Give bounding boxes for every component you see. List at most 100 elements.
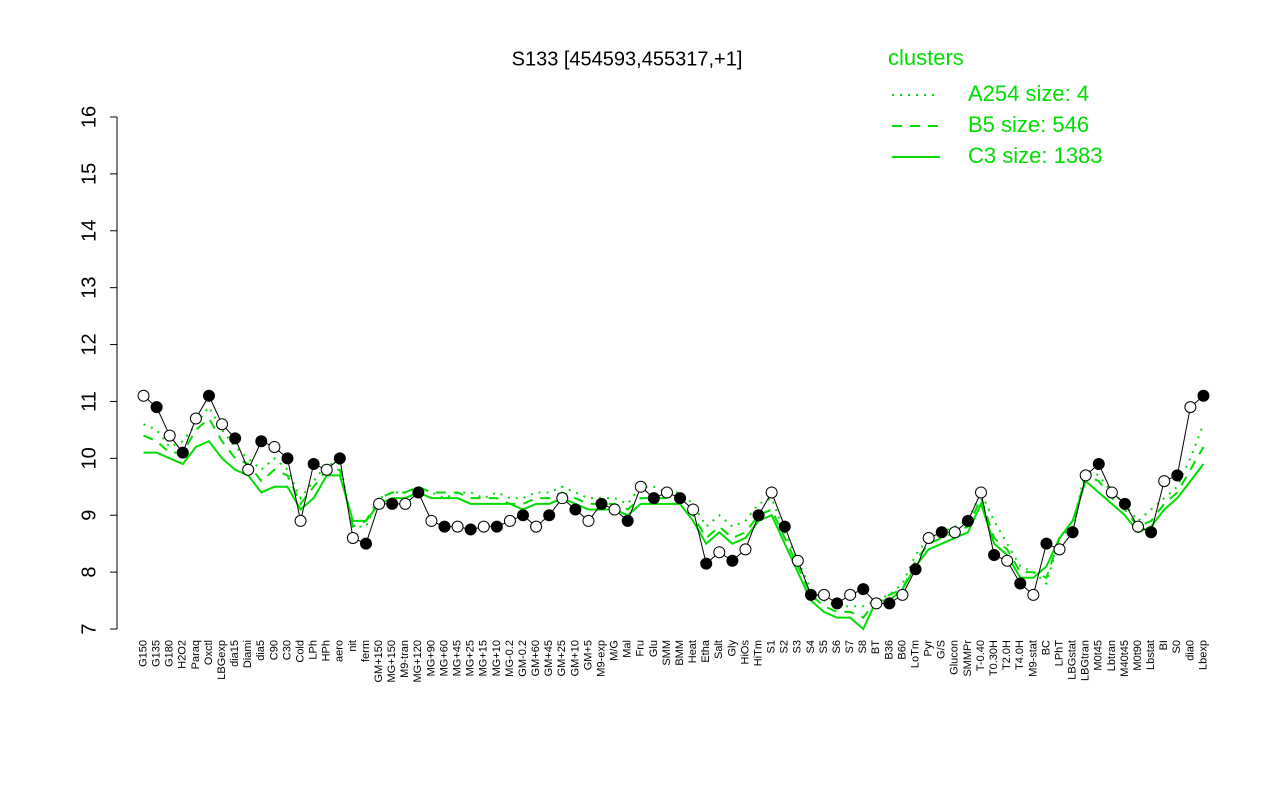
data-point bbox=[857, 583, 870, 596]
x-tick-label: MG+90 bbox=[425, 640, 437, 676]
x-tick-label: S6 bbox=[831, 640, 843, 653]
data-point bbox=[909, 563, 922, 576]
data-point bbox=[137, 389, 150, 402]
data-point bbox=[268, 440, 281, 453]
x-tick-label: MG+10 bbox=[491, 640, 503, 676]
y-tick-label: 10 bbox=[78, 447, 100, 469]
y-tick-label: 14 bbox=[78, 220, 100, 242]
data-point bbox=[595, 497, 608, 510]
x-tick-label: M0t90 bbox=[1132, 640, 1144, 671]
data-point bbox=[373, 497, 386, 510]
x-tick-label: ferm bbox=[360, 640, 372, 662]
x-tick-label: LBGtran bbox=[1080, 640, 1092, 681]
data-point bbox=[844, 588, 857, 601]
x-tick-label: T2.0H bbox=[1001, 640, 1013, 670]
x-tick-label: SMM bbox=[661, 640, 673, 666]
x-tick-label: GM+5 bbox=[582, 640, 594, 670]
x-tick-label: Gly bbox=[726, 640, 738, 657]
data-point bbox=[791, 554, 804, 567]
x-tick-label: LBGstat bbox=[1067, 640, 1079, 680]
x-tick-label: S4 bbox=[805, 640, 817, 653]
x-tick-label: M40t45 bbox=[1119, 640, 1131, 677]
data-point bbox=[1092, 458, 1105, 471]
x-tick-label: Pyr bbox=[923, 640, 935, 657]
data-point bbox=[1014, 577, 1027, 590]
x-tick-label: BMM bbox=[674, 640, 686, 666]
cluster-line bbox=[143, 416, 1205, 619]
x-tick-label: GM+150 bbox=[373, 640, 385, 683]
x-tick-label: dia5 bbox=[255, 640, 267, 661]
y-tick-label: 9 bbox=[78, 510, 100, 521]
data-point bbox=[1184, 401, 1197, 414]
data-point bbox=[1053, 543, 1066, 556]
x-tick-label: BC bbox=[1040, 640, 1052, 655]
y-tick-label: 15 bbox=[78, 163, 100, 185]
data-point bbox=[752, 509, 765, 522]
data-point bbox=[687, 503, 700, 516]
x-tick-label: MG+15 bbox=[478, 640, 490, 676]
data-point bbox=[543, 509, 556, 522]
data-point bbox=[817, 588, 830, 601]
data-point bbox=[988, 549, 1001, 562]
data-point bbox=[726, 554, 739, 567]
data-point bbox=[438, 520, 451, 533]
data-point bbox=[503, 514, 516, 527]
data-point bbox=[647, 492, 660, 505]
data-point bbox=[1040, 537, 1053, 550]
x-tick-label: T-0.40 bbox=[975, 640, 987, 671]
cluster-line bbox=[143, 440, 1205, 631]
data-point bbox=[412, 486, 425, 499]
data-point bbox=[831, 597, 844, 610]
x-tick-label: GM+10 bbox=[569, 640, 581, 676]
x-tick-label: Paraq bbox=[190, 640, 202, 669]
data-point bbox=[870, 597, 883, 610]
x-tick-label: MG+150 bbox=[386, 640, 398, 683]
data-point bbox=[1079, 469, 1092, 482]
data-point bbox=[346, 531, 359, 544]
x-tick-label: M9-exp bbox=[595, 640, 607, 677]
data-point bbox=[1066, 526, 1079, 539]
data-point bbox=[765, 486, 778, 499]
data-point bbox=[556, 492, 569, 505]
data-point bbox=[674, 492, 687, 505]
x-tick-label: HiTm bbox=[752, 640, 764, 666]
y-tick-label: 13 bbox=[78, 277, 100, 299]
data-point bbox=[490, 520, 503, 533]
data-point bbox=[1132, 520, 1145, 533]
x-tick-label: Cold bbox=[294, 640, 306, 663]
x-tick-label: nit bbox=[347, 640, 359, 652]
x-tick-label: MG+60 bbox=[438, 640, 450, 676]
data-point bbox=[608, 503, 621, 516]
x-tick-label: S1 bbox=[766, 640, 778, 653]
x-tick-label: Lbtran bbox=[1106, 640, 1118, 671]
x-tick-label: Oxctl bbox=[203, 640, 215, 665]
y-tick-label: 8 bbox=[78, 567, 100, 578]
chart-title: S133 [454593,455317,+1] bbox=[512, 48, 743, 70]
x-tick-label: LBGexp bbox=[216, 640, 228, 680]
data-point bbox=[464, 523, 477, 536]
x-tick-label: GM+60 bbox=[530, 640, 542, 676]
x-tick-label: S2 bbox=[779, 640, 791, 653]
data-point bbox=[216, 418, 229, 431]
data-point bbox=[700, 557, 713, 570]
data-point bbox=[176, 446, 189, 459]
data-point bbox=[202, 389, 215, 402]
data-point bbox=[1197, 389, 1210, 402]
data-point bbox=[739, 543, 752, 556]
x-tick-label: B36 bbox=[883, 640, 895, 660]
legend-title: clusters bbox=[888, 45, 964, 70]
x-tick-label: G150 bbox=[137, 640, 149, 667]
x-tick-label: G/S bbox=[936, 640, 948, 659]
x-tick-label: S5 bbox=[818, 640, 830, 653]
data-point bbox=[281, 452, 294, 465]
data-point bbox=[935, 526, 948, 539]
x-tick-label: SMMPr bbox=[962, 640, 974, 677]
x-tick-label: MG+45 bbox=[451, 640, 463, 676]
data-point bbox=[778, 520, 791, 533]
cluster-line bbox=[143, 405, 1205, 608]
x-tick-label: Diami bbox=[242, 640, 254, 668]
x-tick-label: HPh bbox=[321, 640, 333, 661]
x-tick-label: LPh bbox=[308, 640, 320, 660]
data-point bbox=[948, 526, 961, 539]
x-tick-label: Etha bbox=[700, 639, 712, 663]
